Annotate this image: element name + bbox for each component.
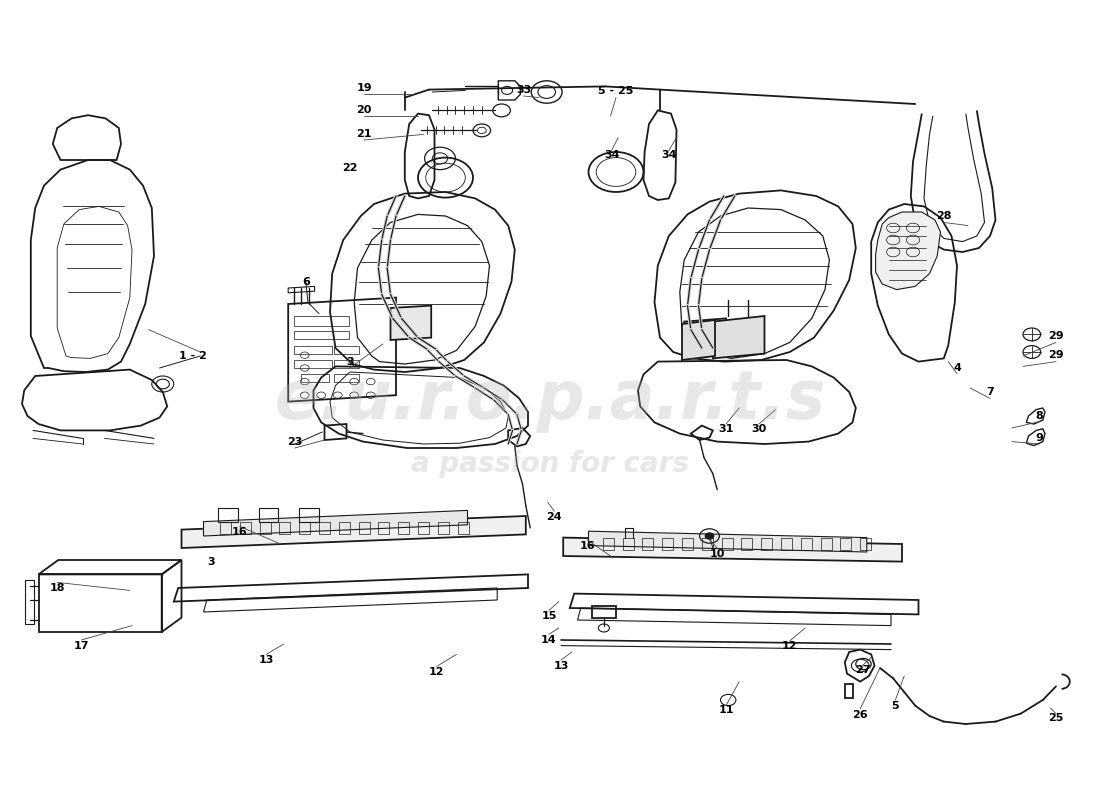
Text: 19: 19 bbox=[356, 83, 372, 93]
Text: 16: 16 bbox=[232, 527, 248, 537]
Text: 33: 33 bbox=[516, 86, 531, 95]
Text: 34: 34 bbox=[661, 150, 676, 160]
Text: 5: 5 bbox=[892, 701, 899, 710]
Text: 12: 12 bbox=[429, 667, 444, 677]
Text: 27: 27 bbox=[855, 666, 870, 675]
Text: 7: 7 bbox=[986, 387, 994, 397]
Text: 3: 3 bbox=[208, 557, 214, 566]
Text: 25: 25 bbox=[1048, 714, 1064, 723]
Text: 17: 17 bbox=[74, 642, 89, 651]
Text: 28: 28 bbox=[936, 211, 952, 221]
Text: 24: 24 bbox=[547, 512, 562, 522]
Text: 22: 22 bbox=[342, 163, 358, 173]
Text: 13: 13 bbox=[258, 655, 274, 665]
Text: 10: 10 bbox=[710, 549, 725, 558]
Text: 13: 13 bbox=[553, 661, 569, 670]
Text: 14: 14 bbox=[541, 635, 557, 645]
Polygon shape bbox=[182, 516, 526, 548]
Polygon shape bbox=[682, 320, 715, 360]
Text: a passion for cars: a passion for cars bbox=[411, 450, 689, 478]
Circle shape bbox=[705, 533, 714, 539]
Text: 29: 29 bbox=[1048, 350, 1064, 360]
Text: 34: 34 bbox=[604, 150, 619, 160]
Text: 5 - 25: 5 - 25 bbox=[598, 86, 634, 96]
Text: 31: 31 bbox=[718, 424, 734, 434]
Text: 6: 6 bbox=[301, 277, 310, 286]
Text: 30: 30 bbox=[751, 424, 767, 434]
Text: e.u.r.o.p.a.r.t.s: e.u.r.o.p.a.r.t.s bbox=[274, 367, 826, 433]
Polygon shape bbox=[390, 306, 431, 340]
Text: 1 - 2: 1 - 2 bbox=[178, 351, 207, 361]
Polygon shape bbox=[713, 316, 764, 358]
Text: 29: 29 bbox=[1048, 331, 1064, 341]
Text: 12: 12 bbox=[782, 642, 797, 651]
Polygon shape bbox=[876, 212, 940, 290]
Text: 16: 16 bbox=[580, 541, 595, 550]
Polygon shape bbox=[588, 531, 867, 552]
Text: 26: 26 bbox=[852, 710, 868, 720]
Polygon shape bbox=[684, 318, 726, 354]
Text: 11: 11 bbox=[718, 706, 734, 715]
Text: 8: 8 bbox=[1035, 411, 1044, 421]
Text: 18: 18 bbox=[50, 583, 65, 593]
Text: 9: 9 bbox=[1035, 434, 1044, 443]
Text: 20: 20 bbox=[356, 106, 372, 115]
Text: 15: 15 bbox=[541, 611, 557, 621]
Polygon shape bbox=[563, 538, 902, 562]
Polygon shape bbox=[204, 510, 468, 536]
Text: 4: 4 bbox=[953, 363, 961, 373]
Text: 23: 23 bbox=[287, 437, 303, 446]
Text: 21: 21 bbox=[356, 130, 372, 139]
Text: 3: 3 bbox=[346, 357, 353, 366]
